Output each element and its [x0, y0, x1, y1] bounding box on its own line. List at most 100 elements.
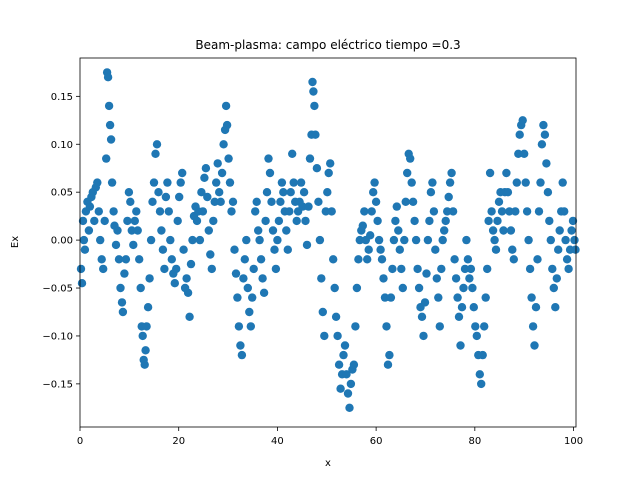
data-point [182, 274, 191, 283]
data-point [249, 264, 258, 274]
x-axis-label: x [325, 458, 331, 469]
data-point [323, 188, 332, 197]
data-point [505, 207, 514, 216]
data-point [78, 216, 88, 226]
data-point [225, 178, 235, 187]
data-point [188, 235, 197, 245]
data-point [333, 331, 342, 341]
data-point [531, 303, 541, 312]
data-point [389, 235, 399, 245]
data-point [302, 240, 312, 250]
data-point [410, 216, 419, 226]
data-point [339, 350, 348, 360]
data-point [346, 379, 356, 389]
data-point [233, 293, 242, 302]
data-point [380, 293, 390, 302]
data-point [363, 255, 372, 264]
data-point [562, 255, 572, 264]
data-point [331, 312, 341, 321]
data-point [420, 298, 430, 307]
data-point [141, 346, 150, 355]
data-point [524, 235, 533, 245]
data-point [434, 293, 443, 302]
data-point [451, 274, 461, 283]
data-point [113, 226, 122, 235]
data-point [118, 307, 128, 317]
data-point [502, 168, 511, 178]
data-point [358, 221, 367, 230]
data-point [77, 279, 87, 288]
data-point [330, 283, 339, 293]
data-point [161, 192, 171, 202]
data-point [209, 216, 218, 226]
data-point [511, 207, 520, 216]
data-point [185, 312, 194, 321]
data-point [309, 87, 318, 96]
data-point [351, 322, 360, 331]
data-point [164, 207, 173, 216]
x-tick-label: 20 [172, 436, 185, 447]
data-point [246, 322, 255, 331]
data-point [543, 188, 553, 197]
data-point [154, 188, 163, 197]
data-point [176, 178, 185, 187]
chart-title: Beam-plasma: campo eléctrico tiempo =0.3 [195, 38, 460, 52]
x-tick-label: 100 [564, 436, 583, 447]
data-point [327, 207, 336, 216]
data-point [425, 216, 434, 226]
data-point [364, 245, 373, 254]
data-point [277, 178, 287, 187]
data-point [271, 264, 281, 274]
data-point [251, 207, 260, 216]
data-point [311, 130, 320, 139]
data-point [121, 255, 131, 264]
data-point [355, 235, 364, 245]
data-point [173, 216, 182, 226]
data-point [301, 216, 310, 226]
data-point [407, 178, 416, 187]
data-point [99, 264, 108, 274]
data-point [299, 188, 309, 197]
data-point [342, 370, 351, 379]
x-tick-label: 0 [77, 436, 83, 447]
data-point [103, 73, 113, 82]
data-point [312, 164, 322, 173]
data-point [201, 164, 211, 173]
data-point [549, 283, 558, 293]
data-point [382, 322, 391, 331]
data-point [133, 226, 142, 235]
data-point [503, 188, 513, 197]
data-point [552, 274, 561, 283]
data-point [379, 274, 388, 283]
data-point [570, 235, 579, 245]
data-point [401, 197, 410, 206]
data-point [151, 149, 160, 158]
data-point [248, 293, 257, 302]
y-tick-label: −0.05 [42, 284, 73, 295]
x-tick-label: 80 [468, 436, 481, 447]
data-point [343, 389, 353, 398]
data-point [126, 197, 135, 206]
data-point [305, 154, 315, 163]
data-point [210, 197, 219, 206]
data-point [506, 226, 516, 235]
y-tick-label: 0.05 [51, 188, 73, 199]
data-point [292, 216, 301, 226]
data-point [400, 235, 409, 245]
data-point [395, 245, 404, 254]
data-point [152, 140, 162, 149]
data-point [127, 226, 136, 235]
data-point [228, 197, 238, 206]
data-point [206, 250, 215, 259]
data-point [568, 216, 578, 226]
data-point [377, 255, 387, 264]
data-point [484, 216, 493, 226]
data-point [383, 360, 393, 369]
data-point [252, 197, 261, 206]
data-point [483, 264, 492, 274]
y-axis-label: Ex [10, 236, 21, 248]
data-point [124, 188, 134, 197]
data-point [96, 235, 105, 245]
data-point [336, 384, 345, 393]
